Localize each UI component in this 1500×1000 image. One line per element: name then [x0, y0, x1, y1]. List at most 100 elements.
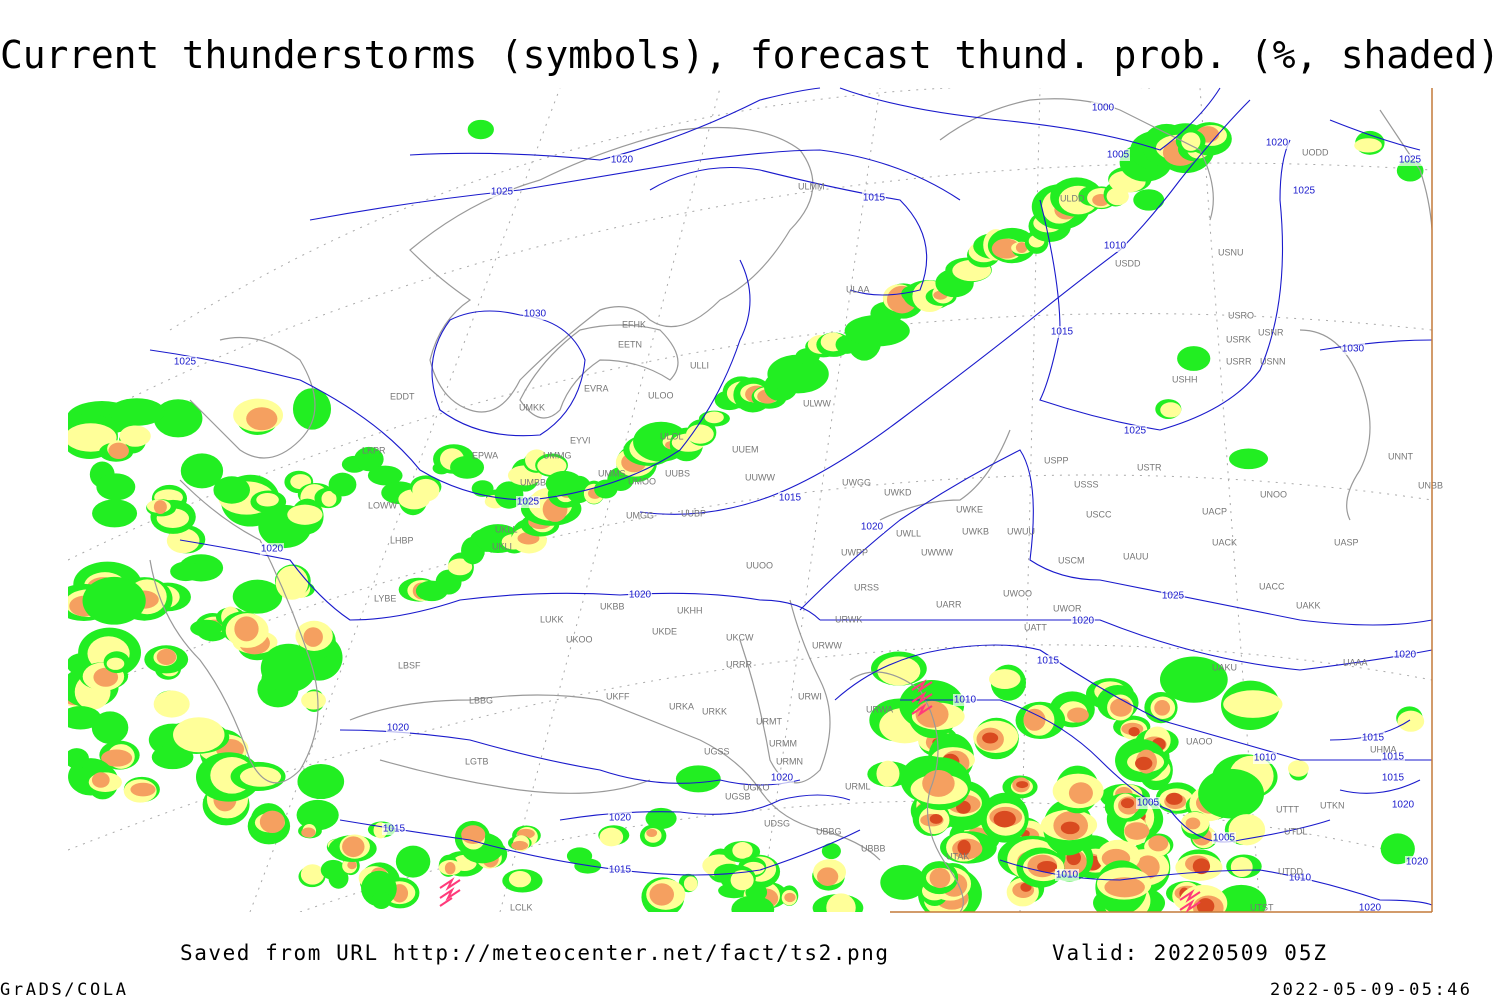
- storm-symbol: [1179, 889, 1201, 913]
- shade-cell: [91, 711, 129, 744]
- station-label: UBBG: [816, 826, 842, 836]
- isobar-label: 1020: [609, 813, 632, 824]
- isobar-label-bg: [382, 823, 406, 835]
- station-label: UWKD: [884, 487, 912, 497]
- isobar-label: 1025: [1293, 186, 1316, 197]
- shade-cell: [821, 843, 841, 860]
- mask: [0, 80, 1500, 88]
- shade-cell: [1104, 877, 1145, 898]
- isobar-label: 1020: [1406, 857, 1429, 868]
- shade-cell: [287, 504, 323, 525]
- isobar-label-bg: [1103, 240, 1127, 252]
- station-label: LCLK: [510, 902, 533, 912]
- shade-cell: [993, 810, 1016, 828]
- station-label: ULOO: [648, 390, 674, 400]
- shade-cell: [1185, 817, 1201, 830]
- isobar-label: 1015: [1382, 773, 1405, 784]
- station-label: USPP: [1044, 455, 1069, 465]
- station-label: UARR: [936, 599, 962, 609]
- shade-cell: [649, 883, 674, 906]
- isobar-label: 1020: [1359, 903, 1382, 914]
- isobar-label: 1015: [1382, 752, 1405, 763]
- shade-cell: [817, 867, 839, 886]
- isobar-label-bg: [1288, 872, 1312, 884]
- isobar-label-bg: [1212, 832, 1236, 844]
- shade-cell: [1133, 189, 1165, 211]
- station-label: UAAA: [1343, 657, 1368, 667]
- shade-cell: [1196, 898, 1215, 915]
- shade-cell: [412, 478, 440, 502]
- station-label: UMOO: [628, 476, 656, 486]
- isobar-label: 1010: [1056, 870, 1079, 881]
- shade-cell: [1148, 835, 1169, 852]
- station-label: UUBS: [665, 468, 690, 478]
- shade-cell: [957, 839, 971, 855]
- isobar-label-bg: [1358, 902, 1382, 914]
- shade-cell: [1160, 402, 1182, 418]
- shade-cell: [1110, 698, 1132, 717]
- isobar: [309, 149, 961, 221]
- shade-cell: [508, 871, 532, 888]
- station-label: ULDD: [1060, 193, 1085, 203]
- isobar-label: 1025: [491, 187, 514, 198]
- station-label: USRR: [1226, 356, 1252, 366]
- isobar-label-bg: [1106, 149, 1130, 161]
- station-label: URMM: [769, 738, 797, 748]
- station-label: ULMM: [798, 181, 825, 191]
- shade-cell: [91, 772, 110, 788]
- station-label: UACP: [1202, 506, 1227, 516]
- isobar: [431, 310, 586, 437]
- shade-cell: [599, 827, 624, 847]
- station-label: UTKN: [1320, 800, 1345, 810]
- shade-cell: [190, 619, 223, 637]
- station-label: UNNT: [1388, 451, 1413, 461]
- isobar-label-bg: [1292, 185, 1316, 197]
- station-label: EFHK: [622, 319, 646, 329]
- shade-cell: [686, 424, 714, 444]
- station-label: UACC: [1259, 581, 1285, 591]
- shade-cell: [1230, 856, 1253, 877]
- isobar: [1329, 119, 1421, 151]
- mask: [0, 912, 1500, 1000]
- shade-cell: [347, 860, 357, 870]
- isobar: [1319, 339, 1433, 351]
- station-label: UKOO: [566, 634, 593, 644]
- station-label: UTDD: [1278, 866, 1303, 876]
- station-label: USNN: [1260, 356, 1286, 366]
- shade-cell: [328, 472, 357, 497]
- shade-cell: [880, 864, 927, 900]
- isobar-label: 1020: [1392, 800, 1415, 811]
- station-label: ULAA: [846, 284, 870, 294]
- isobar-label-bg: [862, 192, 886, 204]
- shade-cell: [732, 842, 753, 859]
- station-label: UWKE: [956, 504, 983, 514]
- coastline: [189, 336, 316, 459]
- station-label: UUBP: [681, 508, 706, 518]
- shade-cell: [675, 765, 721, 793]
- shade-cell: [876, 760, 900, 787]
- shade-cell: [1154, 700, 1171, 716]
- shade-cell: [59, 706, 102, 730]
- isobar-label: 1025: [517, 497, 540, 508]
- coastlines: [149, 98, 1433, 913]
- isobar-label: 1015: [863, 193, 886, 204]
- shade-cell: [1287, 760, 1309, 777]
- station-label: UMGG: [626, 510, 654, 520]
- coastline: [849, 671, 964, 913]
- station-label: UGSS: [704, 746, 730, 756]
- station-label: UKCW: [726, 632, 754, 642]
- shade-cell: [371, 891, 391, 910]
- shade-cell: [259, 810, 285, 834]
- isobar-label: 1025: [1399, 155, 1422, 166]
- isobar-label: 1000: [1092, 103, 1115, 114]
- shade-cell: [1177, 346, 1211, 371]
- station-label: UKBB: [600, 601, 625, 611]
- isobar-label: 1020: [629, 590, 652, 601]
- isobar-label-bg: [386, 722, 410, 734]
- shade-cell: [991, 238, 1021, 259]
- isobar-label-bg: [260, 543, 284, 555]
- shade-cell: [1068, 782, 1093, 804]
- station-label: USCM: [1058, 555, 1085, 565]
- shade-cell: [108, 398, 165, 426]
